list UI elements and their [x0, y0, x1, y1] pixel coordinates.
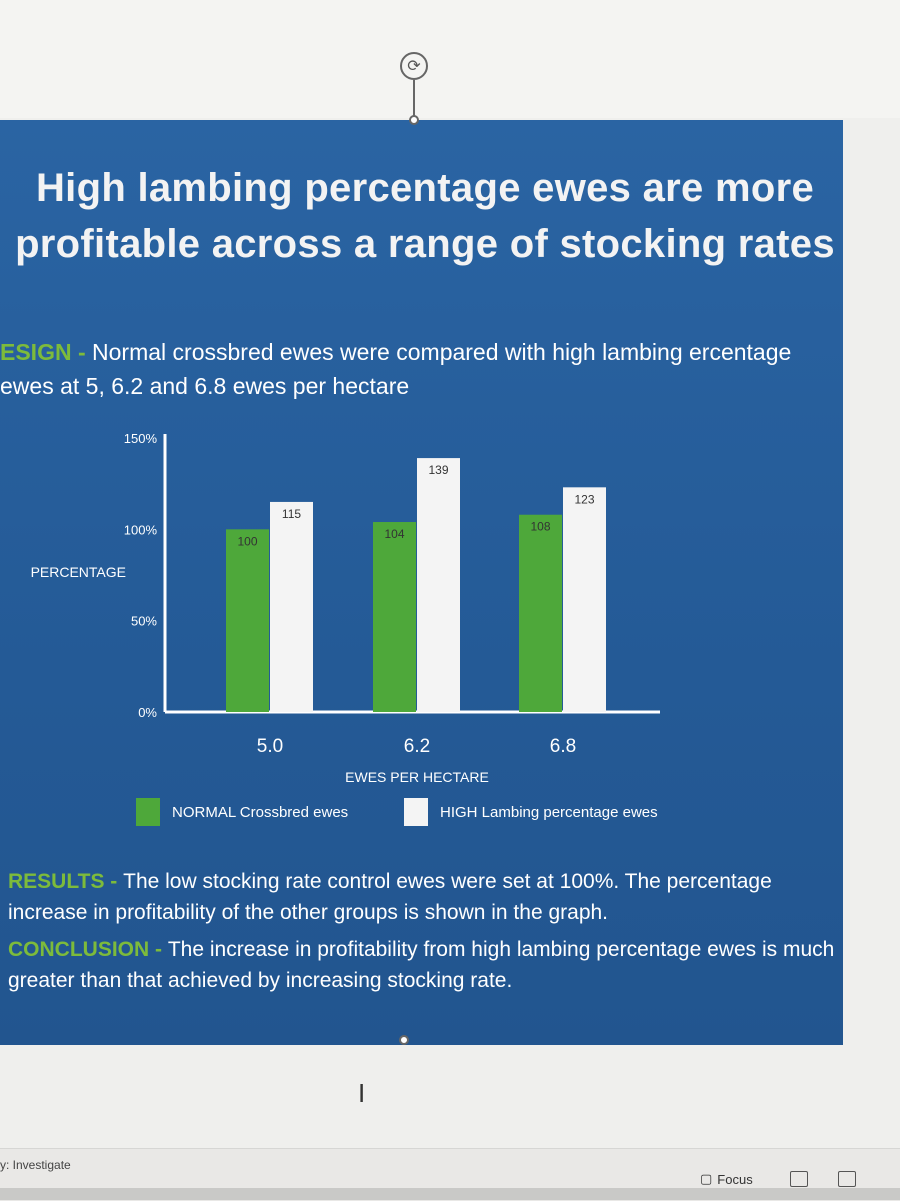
x-tick-label: 6.2: [404, 736, 430, 757]
legend-swatch-normal: [136, 798, 160, 826]
y-tick-label: 50%: [131, 614, 157, 629]
legend-swatch-high: [404, 798, 428, 826]
y-tick-label: 100%: [124, 522, 158, 537]
x-tick-label: 6.8: [550, 736, 576, 757]
resize-handle-top[interactable]: [409, 115, 419, 125]
design-separator: -: [71, 339, 93, 365]
results-separator: -: [104, 870, 124, 893]
bar-normal-5.0: [226, 529, 269, 712]
bar-value-label: 123: [574, 492, 594, 506]
print-layout-icon[interactable]: [838, 1171, 856, 1187]
focus-button[interactable]: ▢ Focus: [700, 1171, 753, 1187]
x-axis-title: EWES PER HECTARE: [345, 769, 489, 785]
bar-value-label: 104: [384, 527, 404, 541]
bar-normal-6.2: [373, 522, 416, 712]
bar-normal-6.8: [519, 514, 562, 712]
results-heading: RESULTS: [8, 870, 105, 893]
y-tick-label: 0%: [138, 705, 157, 720]
results-paragraph: RESULTS - The low stocking rate control …: [8, 866, 838, 928]
bar-value-label: 100: [237, 534, 257, 548]
legend-item-normal: NORMAL Crossbred ewes: [136, 797, 348, 827]
bar-value-label: 139: [428, 463, 448, 477]
read-mode-icon[interactable]: [790, 1171, 808, 1187]
conclusion-paragraph: CONCLUSION - The increase in profitabili…: [8, 934, 838, 996]
x-tick-label: 5.0: [257, 736, 283, 757]
bar-high-5.0: [270, 501, 313, 712]
rotate-handle-icon[interactable]: ⟳: [400, 52, 428, 80]
conclusion-heading: CONCLUSION: [8, 938, 150, 961]
bar-high-6.2: [417, 458, 460, 712]
resize-handle-bottom[interactable]: [399, 1035, 409, 1045]
focus-label: Focus: [717, 1171, 753, 1187]
text-cursor-icon: I: [358, 1078, 366, 1108]
design-paragraph: ESIGN - Normal crossbred ewes were compa…: [0, 335, 800, 403]
legend-item-high: HIGH Lambing percentage ewes: [404, 797, 658, 827]
legend-label-normal: NORMAL Crossbred ewes: [172, 803, 349, 821]
bar-high-6.8: [563, 487, 606, 712]
taskbar: [0, 1188, 900, 1200]
bar-value-label: 108: [530, 520, 550, 534]
design-heading: ESIGN: [0, 339, 72, 365]
bar-chart: 0% 50% 100% 150% PERCENTAGE 100 115 5.0 104 139 6.…: [31, 431, 660, 785]
results-text: The low stocking rate control ewes were …: [8, 870, 772, 924]
focus-icon: ▢: [700, 1171, 713, 1186]
design-text: Normal crossbred ewes were compared with…: [0, 339, 792, 399]
conclusion-separator: -: [149, 938, 168, 961]
y-tick-label: 150%: [124, 431, 158, 446]
slide-title: High lambing percentage ewes are more pr…: [15, 166, 835, 266]
legend-label-high: HIGH Lambing percentage ewes: [440, 803, 658, 821]
y-axis-title: PERCENTAGE: [31, 564, 126, 580]
rotate-handle-stem: [413, 80, 415, 120]
bar-value-label: 115: [282, 507, 301, 521]
conclusion-text: The increase in profitability from high …: [8, 938, 835, 992]
document-page-margin: [0, 0, 900, 118]
status-left-text: y: Investigate: [0, 1158, 71, 1172]
